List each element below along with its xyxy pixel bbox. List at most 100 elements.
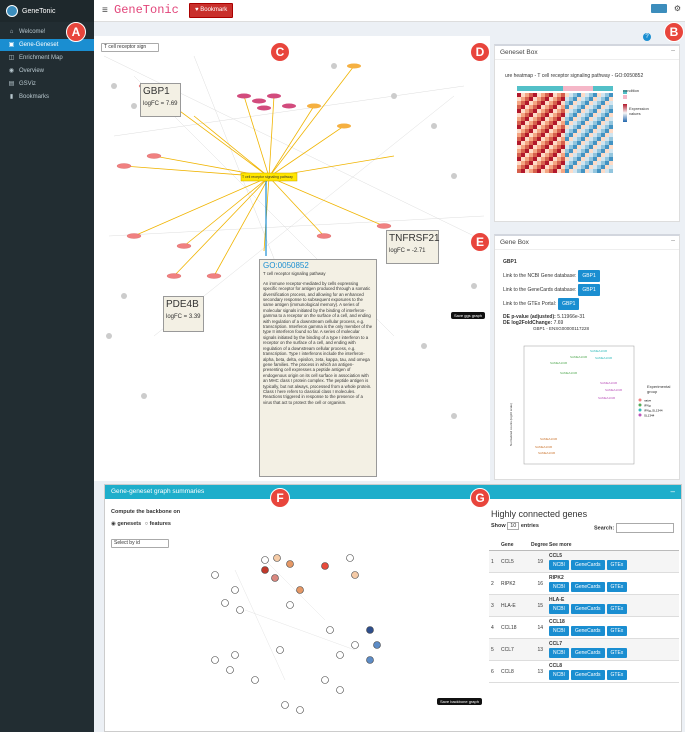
heatmap-cell (533, 93, 537, 97)
hamburger-icon[interactable]: ≡ (102, 5, 108, 16)
save-ggs-graph-button[interactable]: Save ggs graph (451, 312, 486, 319)
heatmap-cell (581, 161, 585, 165)
sidebar-item-welcome[interactable]: ⌂ Welcome! (0, 26, 94, 38)
heatmap-cell (601, 153, 605, 157)
gene-box-body: GBP1 Link to the NCBI Gene database: GBP1… (495, 250, 679, 334)
heatmap-cell (549, 129, 553, 133)
minimize-icon[interactable]: – (670, 487, 675, 496)
heatmap-cell (565, 125, 569, 129)
heatmap-cell (565, 141, 569, 145)
heatmap-cell (525, 141, 529, 145)
genecards-button[interactable]: GeneCards (570, 670, 605, 680)
gtex-button[interactable]: GTEx (606, 648, 628, 658)
col-see-more[interactable]: See more (549, 541, 572, 548)
gtex-button[interactable]: GTEx (606, 626, 628, 636)
brand[interactable]: GeneTonic (0, 0, 94, 22)
heatmap-cell (597, 141, 601, 145)
heatmap-cell (549, 101, 553, 105)
ncbi-button[interactable]: NCBI (549, 560, 569, 570)
genecards-button[interactable]: GeneCards (570, 560, 605, 570)
heatmap-cell (561, 149, 565, 153)
ncbi-button[interactable]: NCBI (549, 604, 569, 614)
home-icon: ⌂ (9, 29, 14, 35)
ncbi-button[interactable]: NCBI (549, 626, 569, 636)
gtex-button[interactable]: GTEx (606, 560, 628, 570)
heatmap-cell (561, 133, 565, 137)
heatmap-cell (557, 117, 561, 121)
geneset-box: Geneset Box – ure heatmap - T cell recep… (494, 44, 680, 222)
table-row: 3 HLA-E 15 HLA-E NCBI GeneCards GTEx (489, 595, 679, 617)
ncbi-link-row: Link to the NCBI Gene database: GBP1 (503, 269, 671, 283)
gtex-button[interactable]: GTEx (606, 582, 628, 592)
col-degree[interactable]: Degree (531, 541, 548, 548)
heatmap-cell (593, 101, 597, 105)
genecards-button[interactable]: GeneCards (570, 648, 605, 658)
heatmap-cell (549, 137, 553, 141)
gear-icon[interactable]: ⚙ (673, 4, 681, 13)
genecards-button[interactable]: GeneCards (570, 582, 605, 592)
bookmark-button[interactable]: ♥ Bookmark (189, 3, 234, 18)
col-gene[interactable]: Gene (501, 541, 514, 548)
sidebar-item-gsviz[interactable]: ▤ GSViz (0, 78, 94, 90)
heatmap-cell (581, 129, 585, 133)
ncbi-button[interactable]: NCBI (549, 670, 569, 680)
heatmap-cell (577, 125, 581, 129)
heatmap-cell (609, 169, 613, 173)
entries-select[interactable]: 10 (507, 522, 520, 530)
heatmap-cell (557, 153, 561, 157)
heatmap-cell (545, 133, 549, 137)
help-icon[interactable]: ? (643, 33, 651, 41)
heatmap-cell (597, 133, 601, 137)
heatmap-cell (597, 109, 601, 113)
search-input[interactable] (615, 523, 674, 533)
row-gene-bold: CCL7 (549, 641, 563, 647)
heatmap-cell (533, 117, 537, 121)
heatmap-cell (573, 145, 577, 149)
ncbi-gene-button[interactable]: GBP1 (578, 270, 600, 282)
ncbi-button[interactable]: NCBI (549, 582, 569, 592)
heatmap-cell (601, 129, 605, 133)
heatmap-cell (597, 121, 601, 125)
gtex-button[interactable]: GBP1 (558, 298, 580, 310)
graph-svg (103, 55, 485, 437)
heatmap-cell (553, 149, 557, 153)
gtex-button[interactable]: GTEx (606, 604, 628, 614)
select-by-id[interactable]: Select by id (111, 539, 169, 548)
heatmap-cell (561, 101, 565, 105)
heatmap-cell (605, 125, 609, 129)
heatmap-cell (565, 133, 569, 137)
geneset-select[interactable]: T cell receptor sign (101, 43, 159, 52)
ncbi-button[interactable]: NCBI (549, 648, 569, 658)
heatmap-cell (589, 145, 593, 149)
gtex-button[interactable]: GTEx (606, 670, 628, 680)
heatmap-cell (573, 165, 577, 169)
sidebar-item-enrichment-map[interactable]: ◫ Enrichment Map (0, 52, 94, 64)
heatmap-cell (557, 137, 561, 141)
dropdown-menu[interactable] (651, 4, 667, 13)
save-backbone-button[interactable]: Save backbone graph (437, 698, 482, 705)
backbone-graph[interactable] (205, 530, 405, 720)
radio-features[interactable]: ○ features (144, 521, 171, 527)
genecards-link-row: Link to the GeneCards database: GBP1 (503, 283, 671, 297)
svg-text:SAMEA1036: SAMEA1036 (550, 361, 568, 365)
heatmap-cell (585, 121, 589, 125)
heatmap-cell (569, 149, 573, 153)
heatmap-cell (549, 97, 553, 101)
heatmap-cell (553, 113, 557, 117)
sidebar-item-bookmarks[interactable]: ▮ Bookmarks (0, 91, 94, 103)
connected-genes-table: Gene Degree See more 1 CCL5 19 CCL5 NCBI… (489, 539, 679, 683)
radio-genesets[interactable]: ◉ genesets (111, 521, 142, 527)
heatmap-cell (549, 113, 553, 117)
genecards-button[interactable]: GeneCards (570, 604, 605, 614)
sidebar-item-overview[interactable]: ◉ Overview (0, 65, 94, 77)
heatmap-cell (609, 113, 613, 117)
genecards-button[interactable]: GBP1 (578, 284, 600, 296)
heatmap-cell (581, 133, 585, 137)
padj-row: DE p-value (adjusted): 5.11966e-31 (503, 314, 585, 320)
minimize-icon[interactable]: – (671, 237, 675, 244)
chart-icon: ▤ (8, 81, 15, 87)
heatmap-cell (581, 137, 585, 141)
sidebar-item-gene-geneset[interactable]: ▣ Gene-Geneset (0, 39, 94, 51)
minimize-icon[interactable]: – (671, 47, 675, 54)
genecards-button[interactable]: GeneCards (570, 626, 605, 636)
